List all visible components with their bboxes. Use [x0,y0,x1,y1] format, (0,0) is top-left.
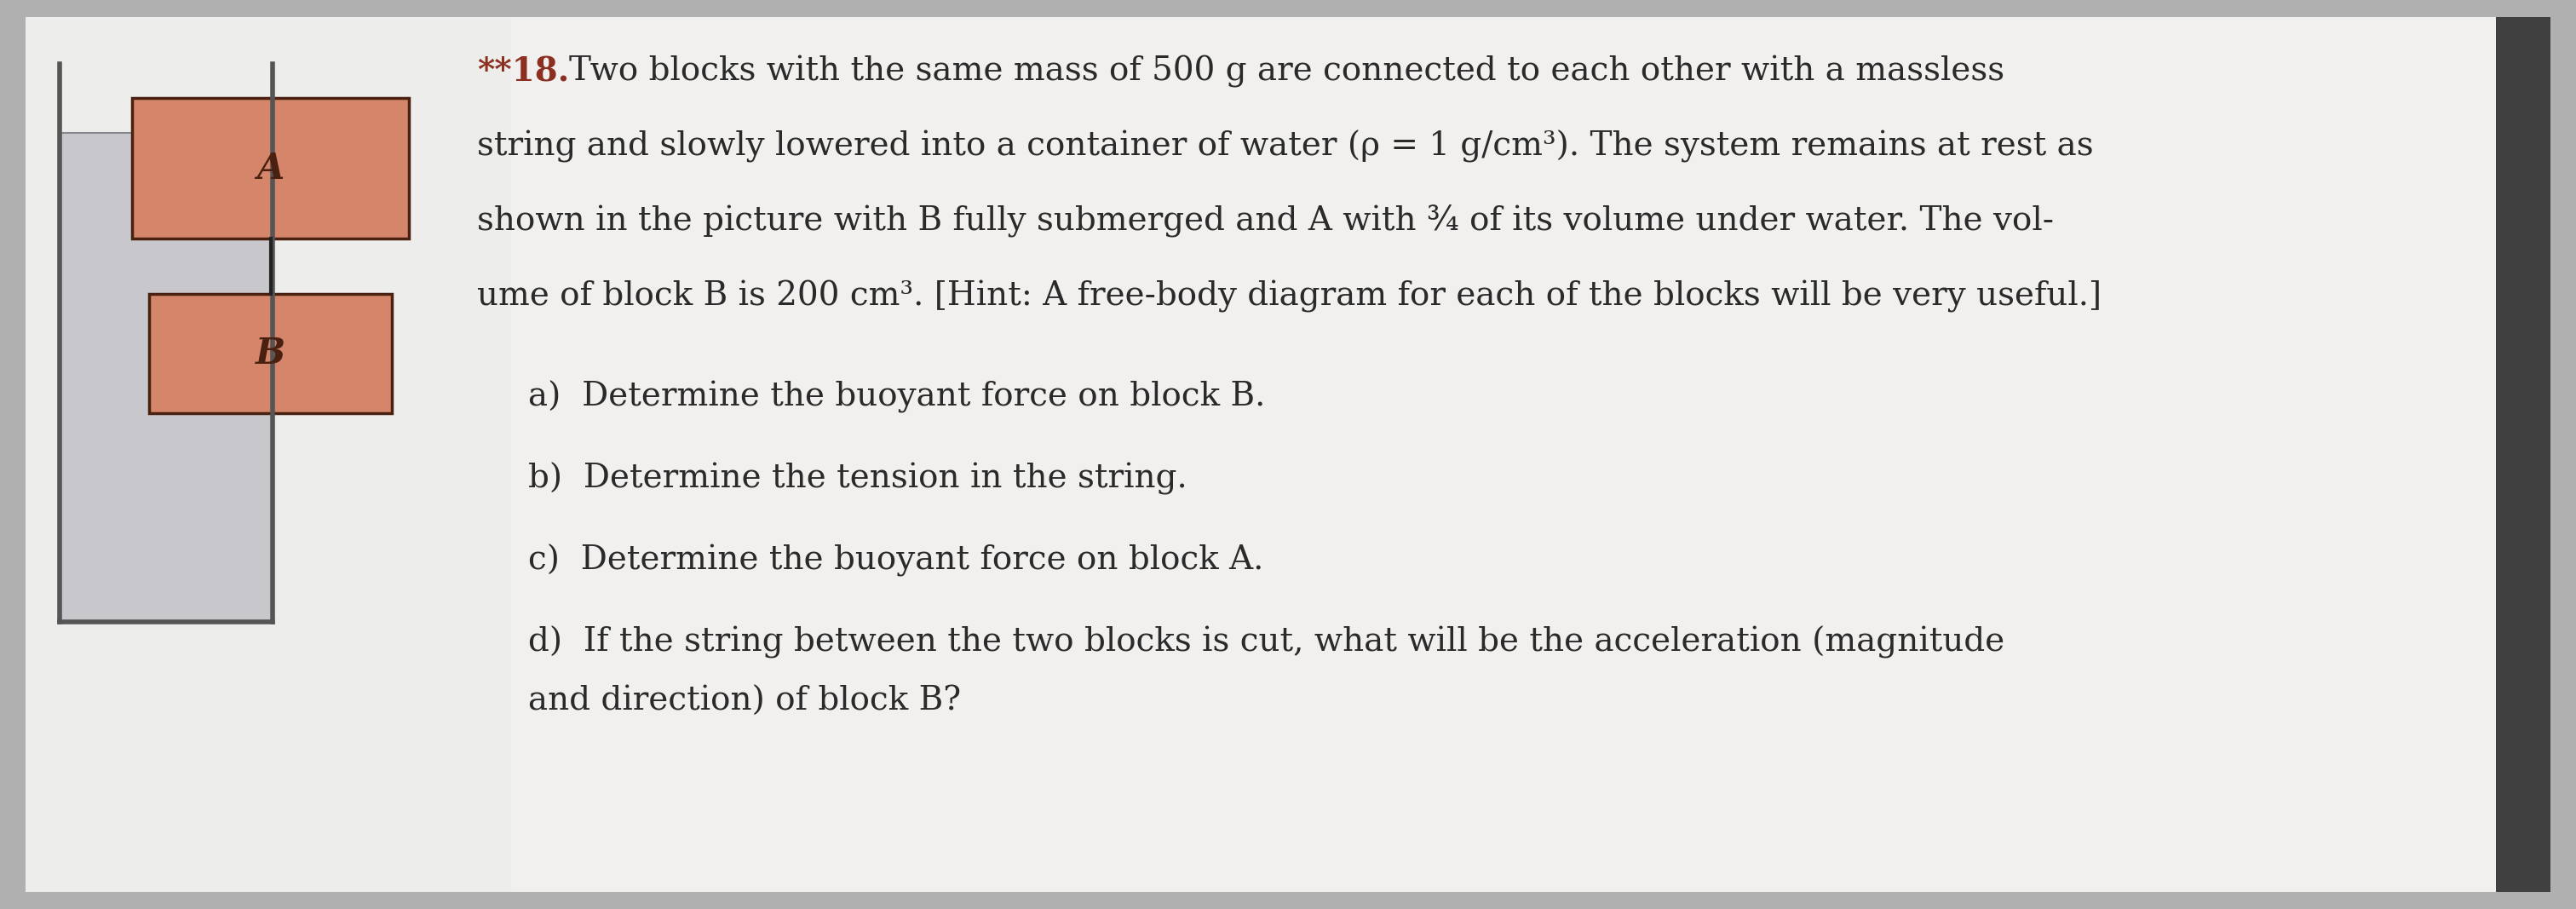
Text: shown in the picture with B fully submerged and A with ¾ of its volume under wat: shown in the picture with B fully submer… [477,205,2053,238]
Bar [131,98,410,238]
Bar [149,294,392,414]
Text: and direction) of block B?: and direction) of block B? [528,685,961,717]
Text: string and slowly lowered into a container of water (ρ = 1 g/cm³). The system re: string and slowly lowered into a contain… [477,130,2094,163]
Text: A: A [258,150,283,186]
Bar [2496,17,2550,892]
Text: a)  Determine the buoyant force on block B.: a) Determine the buoyant force on block … [528,381,1265,414]
Text: B: B [255,335,286,372]
Text: **18.: **18. [477,55,569,88]
Text: Two blocks with the same mass of 500 g are connected to each other with a massle: Two blocks with the same mass of 500 g a… [569,55,2004,88]
Text: b)  Determine the tension in the string.: b) Determine the tension in the string. [528,463,1188,495]
Text: ume of block B is 200 cm³. [Hint: A free-body diagram for each of the blocks wil: ume of block B is 200 cm³. [Hint: A free… [477,280,2102,313]
Bar [510,17,2530,892]
Bar [62,133,270,622]
Text: d)  If the string between the two blocks is cut, what will be the acceleration (: d) If the string between the two blocks … [528,626,2004,659]
Text: c)  Determine the buoyant force on block A.: c) Determine the buoyant force on block … [528,544,1265,577]
